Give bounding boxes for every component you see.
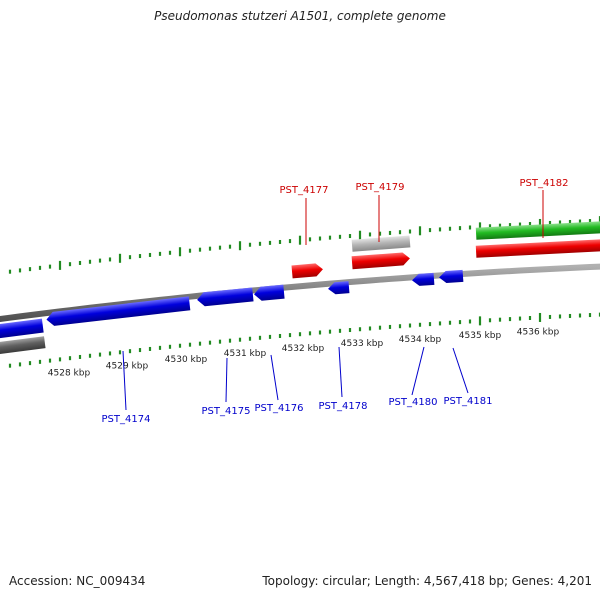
gene-arrow-pseudo xyxy=(351,235,411,252)
gene-callout-line xyxy=(338,346,343,398)
scale-label: 4528 kbp xyxy=(48,368,91,378)
accession-text: Accession: NC_009434 xyxy=(9,574,146,588)
gene-arrow-reverse xyxy=(328,281,350,295)
scale-label: 4533 kbp xyxy=(341,339,384,349)
gene-callout-line xyxy=(225,357,228,403)
scale-label: 4530 kbp xyxy=(165,355,208,365)
gene-arrow-rna xyxy=(475,221,600,240)
scale-label: 4535 kbp xyxy=(459,331,502,341)
gene-callout-line xyxy=(411,346,425,396)
scale-label: 4529 kbp xyxy=(106,362,149,372)
gene-arrow-forward xyxy=(475,239,600,258)
gene-arrow-reverse xyxy=(0,318,44,339)
gene-label: PST_4180 xyxy=(389,397,438,408)
label-layer: 4528 kbp 4529 kbp 4530 kbp 4531 kbp 4532 kbp… xyxy=(48,178,569,425)
scale-label: 4534 kbp xyxy=(399,335,442,345)
gene-label: PST_4181 xyxy=(444,396,493,407)
gene-callout-line xyxy=(122,350,127,411)
gene-label: PST_4177 xyxy=(280,185,329,196)
gene-label: PST_4178 xyxy=(319,401,368,412)
genome-summary-text: Topology: circular; Length: 4,567,418 bp… xyxy=(262,574,592,588)
tick-layer xyxy=(8,216,600,368)
gene-callout-line xyxy=(452,347,469,394)
gene-arrow-dark xyxy=(0,336,46,356)
gene-label: PST_4176 xyxy=(255,403,304,414)
gene-label: PST_4174 xyxy=(102,414,151,425)
gene-arrow-reverse xyxy=(412,272,435,286)
gene-label: PST_4182 xyxy=(520,178,569,189)
scale-label: 4536 kbp xyxy=(517,328,560,338)
scale-label: 4532 kbp xyxy=(282,344,325,354)
gene-label: PST_4175 xyxy=(202,406,251,417)
gene-arrow-forward xyxy=(291,263,323,279)
gene-arrow-reverse xyxy=(197,287,254,307)
gene-arrow-forward xyxy=(351,252,410,270)
gene-arrow-reverse xyxy=(46,296,191,326)
gene-arrow-reverse xyxy=(439,269,464,284)
gene-arrow-reverse xyxy=(254,284,285,301)
scale-label: 4531 kbp xyxy=(224,349,267,359)
page-title: Pseudomonas stutzeri A1501, complete gen… xyxy=(154,9,446,23)
gene-callout-line xyxy=(270,354,279,401)
gene-label: PST_4179 xyxy=(356,182,405,193)
